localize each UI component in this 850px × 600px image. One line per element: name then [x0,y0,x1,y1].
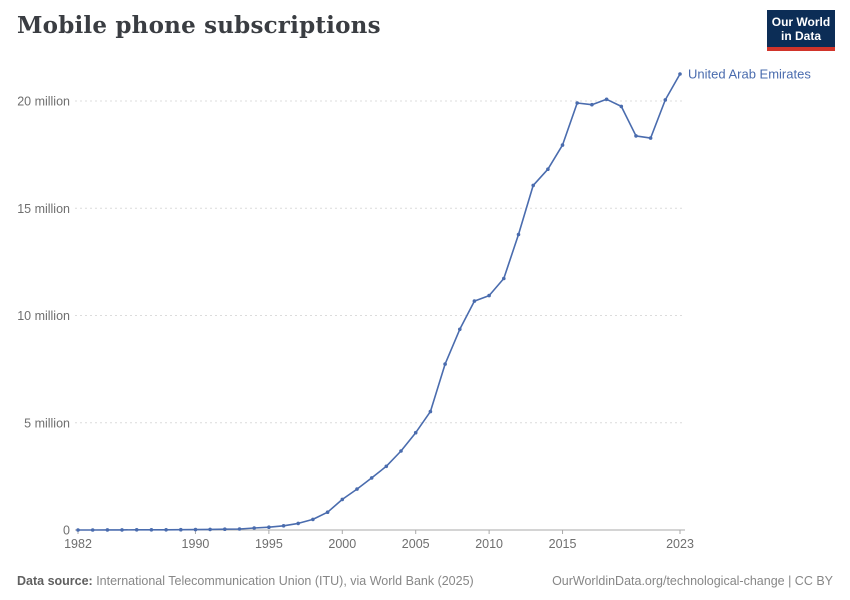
data-point[interactable] [502,276,506,281]
data-point[interactable] [120,528,124,532]
data-point[interactable] [678,72,682,76]
data-point[interactable] [179,527,183,532]
data-point[interactable] [634,134,638,138]
x-tick-label: 1990 [182,537,210,551]
y-tick-label: 15 million [17,202,70,216]
page-title: Mobile phone subscriptions [17,12,381,39]
data-point[interactable] [281,524,286,528]
series-line[interactable] [77,73,681,531]
data-point[interactable] [648,136,653,140]
owid-logo-line1: Our World [771,15,831,29]
data-point[interactable] [355,487,359,491]
data-point[interactable] [193,527,198,532]
data-point[interactable] [325,510,330,514]
data-point[interactable] [619,104,624,109]
data-point[interactable] [458,327,462,332]
data-source-note: Data source: International Telecommunica… [17,574,474,588]
data-point[interactable] [149,528,154,532]
data-point[interactable] [590,102,594,107]
y-tick-label: 0 [63,524,70,538]
data-source-label: Data source: [17,574,93,588]
data-point[interactable] [296,521,301,526]
data-point[interactable] [237,527,242,531]
data-point[interactable] [134,528,139,532]
owid-logo[interactable]: Our World in Data [767,10,835,51]
data-point[interactable] [531,183,535,188]
data-point[interactable] [399,449,403,453]
data-point[interactable] [208,527,212,532]
data-point[interactable] [369,476,374,480]
data-point[interactable] [443,362,447,366]
data-point[interactable] [223,527,227,531]
y-tick-label: 20 million [17,95,70,109]
data-point[interactable] [604,97,609,102]
x-tick-label: 2000 [328,537,356,551]
data-source-text: International Telecommunication Union (I… [92,574,474,588]
data-point[interactable] [428,409,433,414]
entity-label[interactable]: United Arab Emirates [688,66,811,81]
x-tick-label: 2023 [666,537,694,551]
data-point[interactable] [311,517,315,522]
data-point[interactable] [487,293,491,298]
data-point[interactable] [575,101,579,105]
data-point[interactable] [76,528,80,532]
data-point[interactable] [516,232,521,237]
data-point[interactable] [252,526,256,530]
owid-logo-line2: in Data [780,29,821,43]
data-point[interactable] [546,167,550,171]
x-tick-label: 1982 [64,537,92,551]
x-tick-label: 2005 [402,537,430,551]
y-tick-label: 5 million [24,416,70,430]
x-tick-label: 2015 [549,537,577,551]
data-point[interactable] [105,528,110,532]
y-tick-label: 10 million [17,309,70,323]
data-point[interactable] [560,143,565,147]
data-point[interactable] [90,528,95,532]
data-point[interactable] [663,98,668,102]
data-point[interactable] [384,464,389,469]
data-point[interactable] [164,528,168,532]
owid-footer-link[interactable]: OurWorldinData.org/technological-change … [552,574,833,588]
x-tick-label: 1995 [255,537,283,551]
data-point[interactable] [472,299,477,303]
x-tick-label: 2010 [475,537,503,551]
data-point[interactable] [340,497,345,502]
chart-footer: Data source: International Telecommunica… [0,574,850,588]
data-point[interactable] [413,430,418,435]
data-point[interactable] [267,525,271,529]
